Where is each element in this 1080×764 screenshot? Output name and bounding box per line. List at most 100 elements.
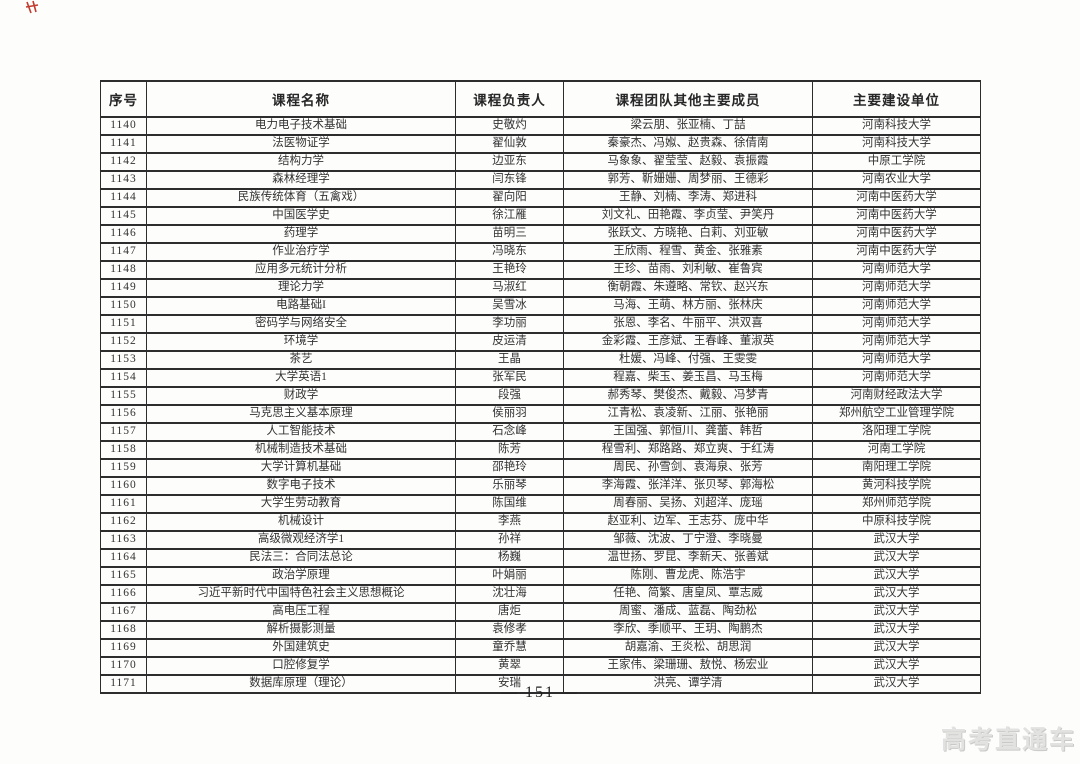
cell-course-name: 民族传统体育（五禽戏） [146,188,456,208]
cell-course-leader: 王艳玲 [455,260,564,280]
table-row: 1162 机械设计 李燕 赵亚利、边军、王志芬、庞中华 中原科技学院 [100,512,981,532]
cell-team-members: 周春丽、吴扬、刘超洋、庞瑶 [563,494,813,514]
cell-main-unit: 中原科技学院 [812,512,981,532]
header-course-leader: 课程负责人 [455,80,564,118]
table-row: 1167 高电压工程 唐炬 周蜜、潘成、蓝磊、陶劲松 武汉大学 [100,602,981,622]
cell-main-unit: 河南师范大学 [812,278,981,298]
cell-serial-number: 1164 [100,548,147,568]
table-row: 1161 大学生劳动教育 陈国维 周春丽、吴扬、刘超洋、庞瑶 郑州师范学院 [100,494,981,514]
cell-course-leader: 翟向阳 [455,188,564,208]
table-header-row: 序号 课程名称 课程负责人 课程团队其他主要成员 主要建设单位 [100,80,981,118]
cell-course-name: 大学英语1 [146,368,456,388]
cell-team-members: 王静、刘楠、李涛、郑进科 [563,188,813,208]
cell-main-unit: 河南中医药大学 [812,206,981,226]
table-row: 1155 财政学 段强 郝秀琴、樊俊杰、戴毅、冯梦青 河南财经政法大学 [100,386,981,406]
cell-team-members: 郝秀琴、樊俊杰、戴毅、冯梦青 [563,386,813,406]
cell-course-name: 外国建筑史 [146,638,456,658]
cell-course-name: 民法三：合同法总论 [146,548,456,568]
cell-course-name: 药理学 [146,224,456,244]
cell-course-name: 结构力学 [146,152,456,172]
header-course-name: 课程名称 [146,80,456,118]
cell-main-unit: 洛阳理工学院 [812,422,981,442]
cell-course-name: 数字电子技术 [146,476,456,496]
cell-course-leader: 张军民 [455,368,564,388]
table-row: 1159 大学计算机基础 邵艳玲 周民、孙雪剑、袁海泉、张芳 南阳理工学院 [100,458,981,478]
cell-serial-number: 1148 [100,260,147,280]
cell-course-leader: 冯晓东 [455,242,564,262]
cell-team-members: 程嘉、柴玉、姜玉昌、马玉梅 [563,368,813,388]
cell-course-name: 茶艺 [146,350,456,370]
cell-course-leader: 邵艳玲 [455,458,564,478]
cell-course-name: 理论力学 [146,278,456,298]
cell-course-leader: 苗明三 [455,224,564,244]
cell-serial-number: 1160 [100,476,147,496]
cell-course-leader: 袁修孝 [455,620,564,640]
cell-serial-number: 1152 [100,332,147,352]
cell-course-name: 高电压工程 [146,602,456,622]
table-row: 1142 结构力学 边亚东 马象象、翟莹莹、赵毅、袁振霞 中原工学院 [100,152,981,172]
cell-main-unit: 武汉大学 [812,548,981,568]
cell-main-unit: 河南中医药大学 [812,224,981,244]
cell-course-leader: 翟仙敦 [455,134,564,154]
table-row: 1170 口腔修复学 黄翠 王家伟、梁珊珊、敖悦、杨宏业 武汉大学 [100,656,981,676]
cell-main-unit: 河南师范大学 [812,314,981,334]
cell-main-unit: 河南师范大学 [812,368,981,388]
table-row: 1144 民族传统体育（五禽戏） 翟向阳 王静、刘楠、李涛、郑进科 河南中医药大… [100,188,981,208]
cell-team-members: 金彩霞、王彦斌、王春峰、董淑英 [563,332,813,352]
cell-team-members: 郭芳、靳姗姗、周梦丽、王德彩 [563,170,813,190]
cell-serial-number: 1153 [100,350,147,370]
cell-main-unit: 河南工学院 [812,440,981,460]
cell-serial-number: 1142 [100,152,147,172]
cell-course-name: 法医物证学 [146,134,456,154]
cell-team-members: 邹薇、沈波、丁宁澄、李晓曼 [563,530,813,550]
cell-course-leader: 乐丽琴 [455,476,564,496]
cell-team-members: 王欣雨、程雪、黄金、张雅素 [563,242,813,262]
table-row: 1169 外国建筑史 童乔慧 胡嘉渝、王炎松、胡思润 武汉大学 [100,638,981,658]
cell-team-members: 赵亚利、边军、王志芬、庞中华 [563,512,813,532]
table-body: 1140 电力电子技术基础 史敬灼 梁云朋、张亚楠、丁喆 河南科技大学 1141… [100,116,981,694]
cell-team-members: 任艳、简繁、唐皇凤、覃志威 [563,584,813,604]
cell-main-unit: 武汉大学 [812,638,981,658]
page-number: — 151 — [501,684,579,701]
cell-course-leader: 史敬灼 [455,116,564,136]
cell-course-name: 机械设计 [146,512,456,532]
cell-serial-number: 1147 [100,242,147,262]
cell-team-members: 江青松、袁凌新、江丽、张艳丽 [563,404,813,424]
table-row: 1164 民法三：合同法总论 杨巍 温世扬、罗昆、李新天、张善斌 武汉大学 [100,548,981,568]
cell-main-unit: 黄河科技学院 [812,476,981,496]
table-row: 1168 解析摄影测量 袁修孝 李欣、季顺平、王玥、陶鹏杰 武汉大学 [100,620,981,640]
cell-course-name: 习近平新时代中国特色社会主义思想概论 [146,584,456,604]
table-row: 1147 作业治疗学 冯晓东 王欣雨、程雪、黄金、张雅素 河南中医药大学 [100,242,981,262]
cell-course-name: 作业治疗学 [146,242,456,262]
cell-main-unit: 郑州航空工业管理学院 [812,404,981,424]
cell-main-unit: 武汉大学 [812,656,981,676]
cell-course-leader: 安瑞 [455,674,564,694]
cell-serial-number: 1154 [100,368,147,388]
cell-team-members: 杜媛、冯峰、付强、王雯雯 [563,350,813,370]
cell-serial-number: 1146 [100,224,147,244]
cell-team-members: 周民、孙雪剑、袁海泉、张芳 [563,458,813,478]
cell-course-leader: 孙祥 [455,530,564,550]
table-row: 1151 密码学与网络安全 李功丽 张恩、李名、牛丽平、洪双喜 河南师范大学 [100,314,981,334]
cell-course-leader: 李功丽 [455,314,564,334]
cell-serial-number: 1158 [100,440,147,460]
cell-course-name: 口腔修复学 [146,656,456,676]
cell-main-unit: 武汉大学 [812,602,981,622]
cell-course-leader: 徐江雁 [455,206,564,226]
cell-main-unit: 河南中医药大学 [812,242,981,262]
cell-course-name: 财政学 [146,386,456,406]
cell-team-members: 陈刚、曹龙虎、陈浩宇 [563,566,813,586]
table-row: 1165 政治学原理 叶娟丽 陈刚、曹龙虎、陈浩宇 武汉大学 [100,566,981,586]
cell-serial-number: 1159 [100,458,147,478]
cell-course-leader: 段强 [455,386,564,406]
table-row: 1156 马克思主义基本原理 侯丽羽 江青松、袁凌新、江丽、张艳丽 郑州航空工业… [100,404,981,424]
table-row: 1171 数据库原理（理论） 安瑞 洪亮、谭学清 武汉大学 [100,674,981,694]
watermark-gaokao-zhitongche: 高考直通车 [940,726,1076,754]
cell-team-members: 李海霞、张洋洋、张贝琴、郭海松 [563,476,813,496]
cell-main-unit: 中原工学院 [812,152,981,172]
cell-team-members: 马海、王萌、林方丽、张林庆 [563,296,813,316]
cell-main-unit: 河南财经政法大学 [812,386,981,406]
cell-course-leader: 石念峰 [455,422,564,442]
cell-course-name: 密码学与网络安全 [146,314,456,334]
